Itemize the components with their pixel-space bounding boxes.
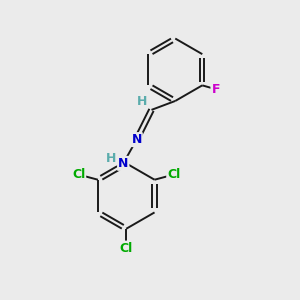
Text: Cl: Cl [72,168,85,181]
Text: Cl: Cl [120,242,133,255]
Text: F: F [212,83,220,96]
Text: N: N [118,157,128,170]
Text: Cl: Cl [167,168,181,181]
Text: H: H [137,95,147,108]
Text: N: N [131,133,142,146]
Text: H: H [106,152,116,164]
